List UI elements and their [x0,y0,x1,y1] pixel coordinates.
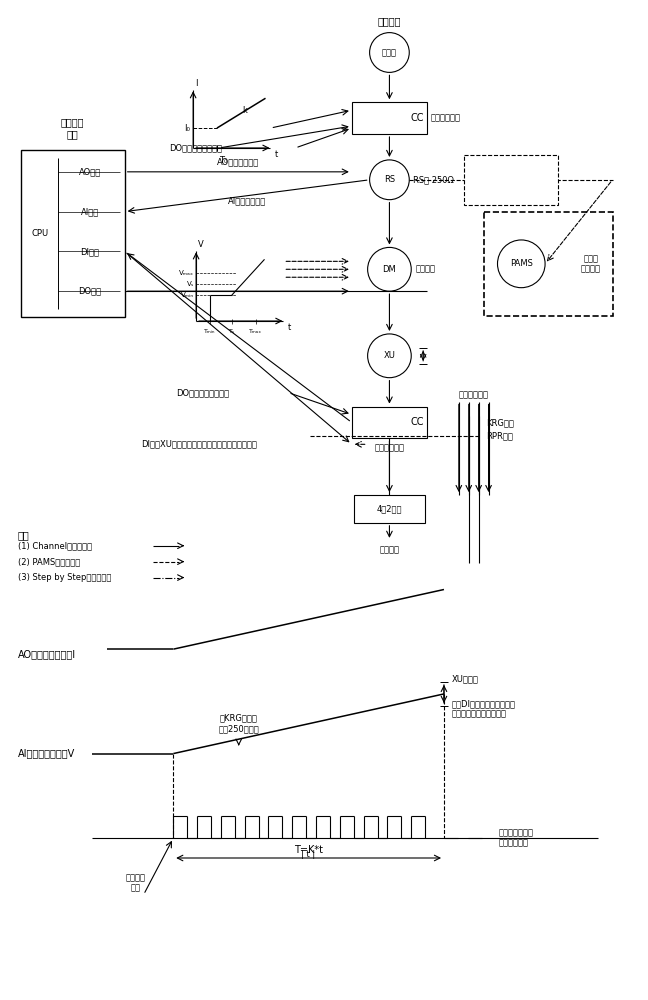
Text: 定期试验
装置: 定期试验 装置 [61,117,84,139]
Text: AO注入: AO注入 [79,167,101,176]
Text: 试验模式切换: 试验模式切换 [431,114,461,123]
Text: k: k [242,106,247,115]
Text: Vₘₐₓ: Vₘₐₓ [179,270,194,276]
Circle shape [498,240,545,288]
Bar [354,495,425,523]
Text: DM: DM [382,265,397,274]
Text: CC: CC [410,417,424,427]
Text: t: t [287,323,290,332]
Text: AO注入电流信号：I: AO注入电流信号：I [17,649,76,659]
Text: 动态模块: 动态模块 [415,265,435,274]
Circle shape [367,247,411,291]
Text: XU: XU [384,351,395,360]
Text: T₀: T₀ [219,156,227,165]
Text: Vₘᵢₙ: Vₘᵢₙ [181,292,194,298]
Text: 4卆2逻辑: 4卆2逻辑 [376,504,402,513]
Text: AI回采电压信号：V: AI回采电压信号：V [17,749,75,759]
Bar [21,150,124,317]
Text: AI采集电压信号: AI采集电压信号 [227,197,266,206]
Text: 触发停堆: 触发停堆 [380,546,399,555]
Text: 实时控制系统的
脉冲时基信号: 实时控制系统的 脉冲时基信号 [498,828,533,848]
Text: KRG系统: KRG系统 [487,418,515,427]
Text: Tₘᵢₙ: Tₘᵢₙ [204,329,216,334]
Text: t: t [275,150,278,159]
Text: 其它保护通道: 其它保护通道 [459,390,489,399]
Text: CPU: CPU [32,229,49,238]
Bar [352,407,427,438]
Text: DO试验模式切换信号: DO试验模式切换信号 [176,388,229,397]
Text: XU动作点: XU动作点 [452,674,479,684]
Text: PAMS: PAMS [510,259,533,268]
Text: T=K*t: T=K*t [294,845,323,855]
Circle shape [369,33,410,72]
Text: Tₘₐₓ: Tₘₐₓ [249,329,262,334]
Text: (2) PAMS试验路径：: (2) PAMS试验路径： [17,557,80,566]
Text: AO注入电流信号: AO注入电流信号 [217,157,259,166]
Text: 开始脉冲
计数: 开始脉冲 计数 [126,873,146,892]
Text: | t |: | t | [301,850,316,859]
Text: V: V [198,240,204,249]
Text: Tₛ: Tₛ [229,329,235,334]
Text: DI采集: DI采集 [80,247,100,256]
Text: DO切换: DO切换 [78,287,102,296]
Text: DI采集XU动作信号，作为动作电压和时间的基准: DI采集XU动作信号，作为动作电压和时间的基准 [141,440,257,449]
Text: I: I [195,79,198,88]
Text: 注：: 注： [17,530,29,540]
Text: AI采集: AI采集 [81,207,99,216]
Text: I₀: I₀ [184,124,190,133]
Text: 保护通道: 保护通道 [378,16,401,26]
Text: 传感器: 传感器 [382,48,397,57]
Text: RS： 250Ω: RS： 250Ω [413,175,454,184]
Circle shape [367,334,411,378]
Text: 通过DI采集上升或下降沿的
变化，进而停止脉冲计数: 通过DI采集上升或下降沿的 变化，进而停止脉冲计数 [452,699,516,718]
Text: (3) Step by Step试验路径：: (3) Step by Step试验路径： [17,573,111,582]
Text: CC: CC [410,113,424,123]
Text: 主控室
显示仪表: 主控室 显示仪表 [581,254,601,274]
Bar [483,212,612,316]
Text: DO试验模式切换信号: DO试验模式切换信号 [169,143,222,152]
Circle shape [369,160,410,200]
Text: 在KRG系统中
经过250欧电阳: 在KRG系统中 经过250欧电阳 [218,714,259,733]
Text: 试验模式切换: 试验模式切换 [375,444,404,453]
Text: RPR系统: RPR系统 [487,432,513,441]
Text: Vₛ: Vₛ [187,281,194,287]
Bar [352,102,427,134]
Bar [464,155,558,205]
Text: (1) Channel试验路径：: (1) Channel试验路径： [17,541,92,550]
Text: RS: RS [384,175,395,184]
